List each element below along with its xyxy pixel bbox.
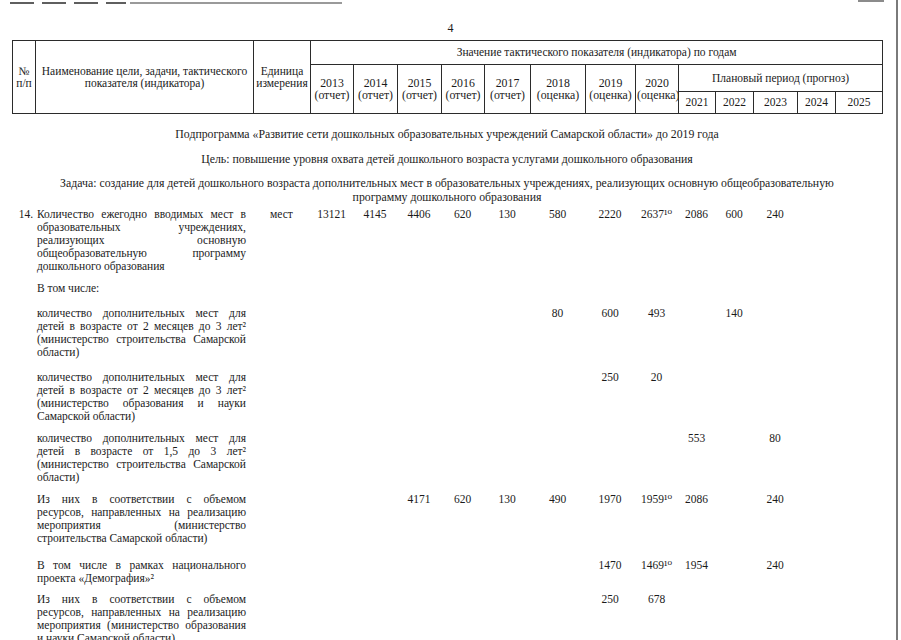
value-2023: 240 — [753, 559, 797, 572]
row-name: Количество ежегодно вводимых мест в обра… — [35, 208, 253, 273]
value-2019: 1470 — [585, 559, 635, 572]
col-header-row-number: № п/п — [13, 41, 36, 114]
document-page: 4 № п/п Наименование цели, задачи, такти… — [0, 0, 901, 640]
table-row-places-1-5y-3y-construction: количество дополнительных мест для детей… — [12, 432, 882, 484]
year-header-2019: 2019 (оценка) — [586, 65, 636, 114]
table-row-14: 14. Количество ежегодно вводимых мест в … — [12, 208, 882, 273]
col-header-unit: Единица измерения — [254, 41, 311, 114]
table-row-places-2m-3y-education: количество дополнительных мест для детей… — [12, 371, 882, 423]
scan-artifact-top-line — [130, 2, 342, 4]
table-row-places-2m-3y-construction: количество дополнительных мест для детей… — [12, 307, 882, 359]
plan-year-2024: 2024 — [798, 92, 836, 114]
value-2015: 4406 — [397, 208, 441, 221]
value-2013: 13121 — [310, 208, 353, 221]
value-2022: 600 — [715, 208, 753, 221]
year-type-label: (оценка) — [637, 89, 677, 102]
value-2018: 490 — [530, 493, 585, 506]
value-2018: 80 — [530, 307, 585, 320]
plan-period-header: Плановый период (прогноз) — [679, 65, 883, 92]
year-type-label: (отчет) — [355, 89, 396, 102]
value-2019: 600 — [585, 307, 635, 320]
value-2019: 1970 — [585, 493, 635, 506]
row-name: количество дополнительных мест для детей… — [35, 371, 253, 423]
row-name: Из них в соответствии с объемом ресурсов… — [35, 493, 253, 545]
value-2020: 20 — [635, 371, 678, 384]
value-2021: 2086 — [678, 208, 715, 221]
col-header-values-group: Значение тактического показателя (индика… — [311, 41, 883, 65]
value-2021: 1954 — [678, 559, 715, 572]
table-row-including-label: В том числе: — [12, 282, 882, 295]
value-2020: 493 — [635, 307, 678, 320]
table-row-resources-construction: Из них в соответствии с объемом ресурсов… — [12, 493, 882, 545]
indicator-table-body: 14. Количество ежегодно вводимых мест в … — [12, 208, 882, 640]
value-2017: 130 — [484, 493, 530, 506]
scan-artifact-top-right — [858, 0, 884, 2]
value-2021: 553 — [678, 432, 715, 445]
value-2023: 240 — [753, 493, 797, 506]
year-header-2017: 2017 (отчет) — [485, 65, 531, 114]
year-header-2015: 2015 (отчет) — [398, 65, 442, 114]
value-2023: 240 — [753, 208, 797, 221]
year-header-2014: 2014 (отчет) — [354, 65, 398, 114]
value-2019: 2220 — [585, 208, 635, 221]
year-type-label: (оценка) — [532, 89, 584, 102]
plan-year-2022: 2022 — [716, 92, 754, 114]
row-number: 14. — [12, 208, 35, 221]
year-header-2016: 2016 (отчет) — [442, 65, 485, 114]
year-header-2013: 2013 (отчет) — [311, 65, 354, 114]
subprogram-title: Подпрограмма «Развитие сети дошкольных о… — [12, 128, 882, 142]
value-2015: 4171 — [397, 493, 441, 506]
page-number: 4 — [0, 21, 901, 36]
table-row-demography-project: В том числе в рамках национального проек… — [12, 559, 882, 585]
row-name: количество дополнительных мест для детей… — [35, 307, 253, 359]
indicator-table-header: № п/п Наименование цели, задачи, тактиче… — [12, 40, 883, 114]
year-type-label: (отчет) — [486, 89, 529, 102]
value-2016: 620 — [441, 208, 484, 221]
plan-year-2023: 2023 — [754, 92, 798, 114]
value-2016: 620 — [441, 493, 484, 506]
value-2023: 80 — [753, 432, 797, 445]
plan-year-2025: 2025 — [836, 92, 883, 114]
value-2022: 140 — [715, 307, 753, 320]
value-2020: 1959¹⁰ — [635, 493, 678, 506]
value-2020: 678 — [635, 593, 678, 606]
plan-year-2021: 2021 — [679, 92, 716, 114]
value-2019: 250 — [585, 371, 635, 384]
row-name: Из них в соответствии с объемом ресурсов… — [35, 593, 253, 640]
value-2019: 250 — [585, 593, 635, 606]
table-row-resources-education: Из них в соответствии с объемом ресурсов… — [12, 593, 882, 640]
task-text: Задача: создание для детей дошкольного в… — [12, 177, 882, 204]
year-header-2020: 2020 (оценка) — [636, 65, 679, 114]
year-type-label: (отчет) — [443, 89, 483, 102]
year-type-label: (отчет) — [399, 89, 440, 102]
goal-text: Цель: повышение уровня охвата детей дошк… — [12, 153, 882, 167]
col-header-indicator-name: Наименование цели, задачи, тактического … — [36, 41, 254, 114]
scan-artifact-top-dashes — [10, 2, 126, 4]
year-header-2018: 2018 (оценка) — [531, 65, 586, 114]
row-name: количество дополнительных мест для детей… — [35, 432, 253, 484]
row-unit: мест — [253, 208, 310, 221]
year-type-label: (отчет) — [312, 89, 352, 102]
value-2018: 580 — [530, 208, 585, 221]
year-type-label: (оценка) — [587, 89, 634, 102]
scan-artifact-right-edge — [896, 0, 898, 640]
value-2020: 1469¹⁰ — [635, 559, 678, 572]
value-2014: 4145 — [353, 208, 397, 221]
value-2020: 2637¹⁰ — [635, 208, 678, 221]
row-name: В том числе: — [35, 282, 253, 295]
row-name: В том числе в рамках национального проек… — [35, 559, 253, 585]
value-2017: 130 — [484, 208, 530, 221]
value-2021: 2086 — [678, 493, 715, 506]
